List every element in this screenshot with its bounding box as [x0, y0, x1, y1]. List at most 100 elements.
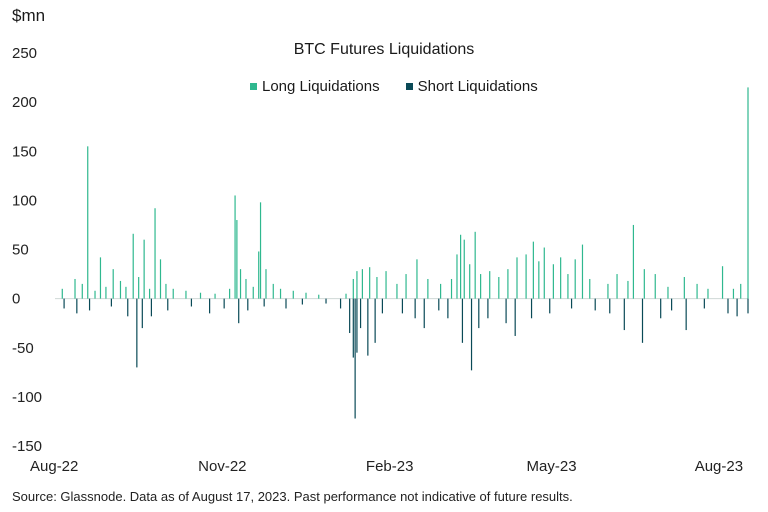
legend-item-long: Long Liquidations [250, 78, 380, 95]
long-liquidation-bar [259, 202, 262, 299]
short-liquidation-bar [352, 298, 354, 358]
source-footnote: Source: Glassnode. Data as of August 17,… [12, 489, 573, 504]
long-liquidation-bar [245, 278, 247, 299]
short-liquidation-bar [381, 298, 383, 314]
long-liquidation-bar [525, 254, 527, 299]
short-liquidation-bar [285, 298, 287, 309]
short-liquidation-bar [401, 298, 404, 314]
long-liquidation-bar [265, 269, 267, 299]
long-liquidation-bar [154, 208, 156, 299]
long-liquidation-bar [94, 290, 96, 299]
short-liquidation-bar [505, 298, 507, 324]
long-liquidation-bar [143, 239, 145, 299]
long-liquidation-bar [258, 251, 260, 299]
long-liquidation-bar [538, 261, 540, 299]
long-liquidation-bar [105, 286, 107, 299]
short-liquidation-bar [570, 298, 573, 309]
long-liquidation-bar [305, 292, 307, 299]
y-tick-label: 0 [12, 291, 20, 308]
short-liquidation-bar [76, 298, 78, 314]
short-liquidation-bar [470, 298, 473, 371]
long-liquidation-bar [460, 234, 462, 299]
long-liquidation-bar [376, 277, 378, 299]
short-liquidation-bar [63, 298, 65, 309]
y-tick-label: 150 [12, 143, 37, 160]
long-liquidation-bar [416, 259, 418, 299]
long-liquidation-bar [469, 264, 471, 299]
long-liquidation-bar [239, 269, 242, 299]
y-tick-label: 200 [12, 94, 37, 111]
bars [61, 87, 749, 419]
short-liquidation-bar [594, 298, 596, 311]
long-liquidation-bar [236, 220, 238, 299]
short-liquidation-bar [461, 298, 464, 343]
long-liquidation-bar [627, 280, 629, 299]
long-liquidation-bar [345, 293, 347, 299]
long-liquidation-bar [61, 288, 63, 299]
long-liquidation-bar [119, 280, 122, 299]
short-liquidation-bar [685, 298, 687, 331]
long-liquidation-bar [99, 257, 102, 299]
long-liquidation-bar [450, 278, 453, 299]
short-liquidation-bar [325, 298, 327, 304]
short-liquidation-bar [209, 298, 211, 314]
long-liquidation-bar [427, 278, 429, 299]
short-liquidation-bar [736, 298, 738, 317]
long-liquidation-bar [138, 277, 140, 299]
long-liquidation-bar [654, 274, 656, 299]
x-axis: Aug-22 Nov-22 Feb-23 May-23 Aug-23 [30, 298, 748, 475]
short-liquidation-bar [623, 298, 625, 331]
long-liquidation-bar [74, 278, 76, 299]
long-liquidation-bar [132, 233, 134, 299]
short-liquidation-bar [349, 298, 351, 334]
long-liquidation-bar [148, 288, 151, 299]
long-liquidation-bar [440, 283, 442, 299]
long-liquidation-bar [112, 269, 114, 299]
long-liquidation-bar [589, 278, 591, 299]
chart-title: BTC Futures Liquidations [293, 41, 475, 58]
short-liquidation-bar [447, 298, 449, 319]
short-liquidation-bar [354, 298, 356, 419]
short-liquidation-bar [660, 298, 662, 319]
y-tick-label: 50 [12, 242, 29, 259]
long-liquidation-bar [616, 274, 618, 299]
short-liquidation-bar [141, 298, 143, 329]
long-liquidation-bar [396, 283, 398, 299]
long-liquidation-bar [165, 283, 167, 299]
long-liquidation-bar [747, 87, 749, 299]
short-liquidation-bar [747, 298, 749, 314]
long-liquidation-bar [352, 278, 354, 299]
long-liquidation-bar [581, 244, 584, 299]
short-liquidation-bar [359, 298, 362, 329]
long-liquidation-bar [532, 241, 534, 299]
short-liquidation-bar [478, 298, 480, 329]
long-liquidation-bar [234, 195, 236, 299]
long-liquidation-bar [456, 254, 458, 299]
short-liquidation-bar [641, 298, 644, 343]
long-liquidation-bar [385, 271, 387, 299]
short-liquidation-bar [167, 298, 169, 311]
short-liquidation-bar [238, 298, 240, 324]
short-liquidation-bar [88, 298, 91, 311]
short-liquidation-bar [609, 298, 611, 314]
x-tick-label: May-23 [527, 458, 577, 475]
short-liquidation-bar [136, 298, 138, 368]
y-tick-label: -100 [12, 389, 42, 406]
long-liquidation-bar [172, 288, 174, 299]
short-liquidation-bar [190, 298, 193, 307]
long-liquidation-bar [463, 239, 465, 299]
long-liquidation-bar [125, 286, 127, 299]
short-liquidation-bar [514, 298, 516, 336]
long-liquidation-bar [543, 247, 545, 299]
long-liquidation-bar [369, 267, 371, 299]
short-liquidation-bar [263, 298, 265, 307]
legend: Long Liquidations Short Liquidations [250, 78, 538, 95]
short-liquidation-bar [703, 298, 705, 309]
long-liquidation-bar [405, 274, 407, 299]
long-liquidation-bar [507, 269, 509, 299]
legend-swatch-long [250, 83, 257, 90]
short-liquidation-bar [423, 298, 425, 329]
short-liquidation-bar [150, 298, 152, 317]
long-liquidation-bar [292, 290, 294, 299]
